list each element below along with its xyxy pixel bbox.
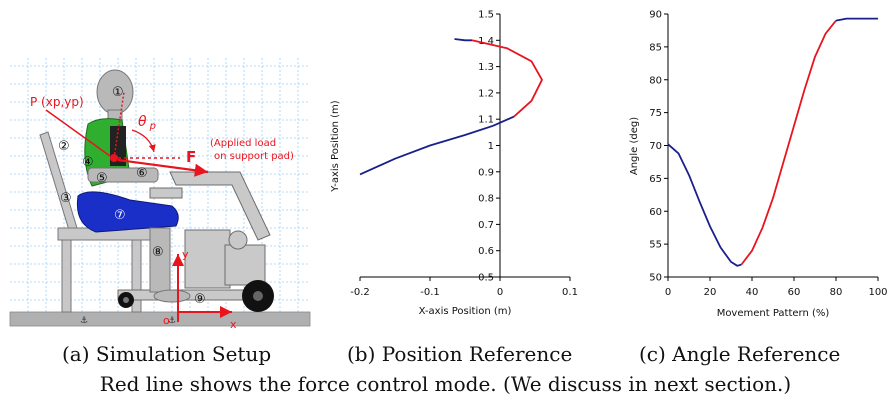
figure: ⚓ ⚓	[9, 10, 888, 331]
origin-label: o	[163, 314, 170, 327]
caption-c: (c) Angle Reference	[639, 342, 841, 366]
point-label: P (xp,yp)	[30, 95, 84, 109]
load-note-line2: on support pad)	[214, 151, 294, 162]
y-axis-label: y	[182, 248, 189, 261]
angle-ytick-label: 55	[649, 240, 662, 251]
angle-xtick-label: 100	[868, 287, 887, 298]
angle-x-axis-title: Movement Pattern (%)	[717, 308, 830, 319]
position-series-line-3	[454, 38, 472, 42]
support-device	[117, 171, 271, 301]
angle-xtick-label: 0	[665, 287, 671, 298]
position-ytick-label: 0.8	[478, 194, 494, 205]
angle-ytick-label: 75	[649, 108, 662, 119]
position-ytick-label: 1.5	[478, 10, 494, 21]
position-series-line-1	[359, 115, 515, 176]
floor	[9, 311, 311, 327]
position-ytick-label: 0.6	[478, 246, 494, 257]
floor-anchor-icon: ⚓	[80, 316, 88, 326]
label-7: ⑦	[114, 208, 126, 223]
label-1: ①	[112, 85, 124, 100]
load-note-line1: (Applied load	[210, 138, 276, 149]
angle-series-line-3	[835, 17, 878, 22]
dummy-shank	[149, 227, 171, 293]
angle-ytick-label: 60	[649, 207, 662, 218]
position-ytick-label: 0.9	[478, 167, 494, 178]
x-axis-label: x	[230, 318, 237, 331]
angle-ytick-label: 65	[649, 174, 662, 185]
label-5: ⑤	[96, 171, 108, 186]
label-9: ⑨	[194, 292, 206, 307]
dummy-foot	[153, 289, 191, 303]
position-ytick-label: 0.5	[478, 273, 494, 284]
force-label: F	[186, 148, 196, 166]
position-xtick-label: -0.1	[420, 287, 440, 298]
label-4: ④	[82, 155, 94, 170]
angle-chart: 50 55 60 65 70 75 80 85 90 0 20 40 60 80 100 Movement…	[629, 10, 888, 320]
angle-ytick-label: 50	[649, 273, 662, 284]
position-ytick-label: 0.7	[478, 220, 494, 231]
theta-reference-line	[113, 91, 125, 159]
angle-ytick-label: 70	[649, 141, 662, 152]
position-xtick-label: 0	[497, 287, 503, 298]
angle-y-axis-title: Angle (deg)	[629, 117, 640, 175]
angle-series-line-2	[740, 20, 837, 266]
position-y-axis-title: Y-axis Position (m)	[330, 100, 341, 193]
label-8: ⑧	[152, 245, 164, 260]
dummy-thigh	[76, 191, 179, 233]
point-leader	[45, 109, 111, 157]
position-ytick-label: 1.1	[478, 115, 494, 126]
theta-arc	[131, 129, 156, 153]
caption-b: (b) Position Reference	[347, 342, 573, 366]
caption-a: (a) Simulation Setup	[62, 342, 272, 366]
position-ytick-label: 1	[488, 141, 494, 152]
figure-note: Red line shows the force control mode. (…	[99, 372, 792, 396]
angle-xtick-label: 20	[704, 287, 717, 298]
subcaption-row: (a) Simulation Setup (b) Position Refere…	[0, 342, 891, 368]
label-6: ⑥	[136, 166, 148, 181]
label-3: ③	[60, 191, 72, 206]
angle-series-line-1	[667, 143, 742, 267]
position-xtick-label: -0.2	[350, 287, 370, 298]
position-series-line-2	[471, 39, 543, 118]
simulation-setup-panel: ⚓ ⚓	[9, 58, 311, 331]
human-dummy	[76, 69, 191, 303]
position-x-axis-title: X-axis Position (m)	[419, 306, 512, 317]
angle-xtick-label: 60	[788, 287, 801, 298]
label-2: ②	[58, 139, 70, 154]
position-chart: 0.5 0.6 0.7 0.8 0.9 1 1.1 1.2 1.3 1.4 1.5 -0.2 -0.1…	[330, 10, 578, 318]
floor-anchor-icon-2: ⚓	[168, 316, 176, 326]
angle-ytick-label: 90	[649, 10, 662, 21]
angle-ytick-label: 80	[649, 75, 662, 86]
position-ytick-label: 1.4	[478, 36, 494, 47]
position-ytick-label: 1.3	[478, 62, 494, 73]
position-xtick-label: 0.1	[562, 287, 578, 298]
force-arrow	[117, 158, 209, 177]
position-ytick-label: 1.2	[478, 88, 494, 99]
angle-ytick-label: 85	[649, 42, 662, 53]
angle-xtick-label: 80	[830, 287, 843, 298]
angle-xtick-label: 40	[746, 287, 759, 298]
dummy-forearm	[87, 167, 159, 183]
